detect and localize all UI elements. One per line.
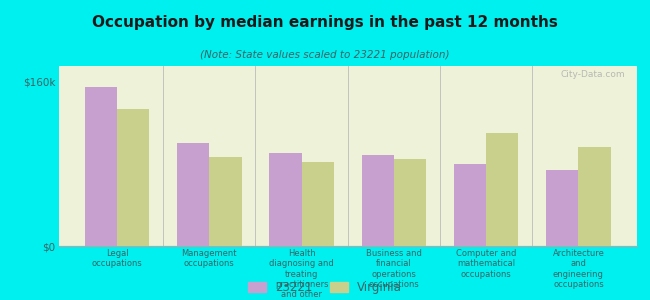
Bar <box>361 155 394 246</box>
Bar <box>578 147 611 246</box>
Bar <box>117 109 150 246</box>
Bar <box>209 157 242 246</box>
Bar <box>486 133 519 246</box>
Text: Occupation by median earnings in the past 12 months: Occupation by median earnings in the pas… <box>92 15 558 30</box>
Bar <box>302 162 334 246</box>
Bar <box>394 159 426 246</box>
Text: (Note: State values scaled to 23221 population): (Note: State values scaled to 23221 popu… <box>200 50 450 59</box>
Bar <box>546 170 578 246</box>
Bar <box>84 87 117 246</box>
Bar <box>454 164 486 246</box>
Bar <box>269 153 302 246</box>
Bar <box>177 143 209 246</box>
Text: City-Data.com: City-Data.com <box>561 70 625 79</box>
Legend: 23221, Virginia: 23221, Virginia <box>248 281 402 294</box>
